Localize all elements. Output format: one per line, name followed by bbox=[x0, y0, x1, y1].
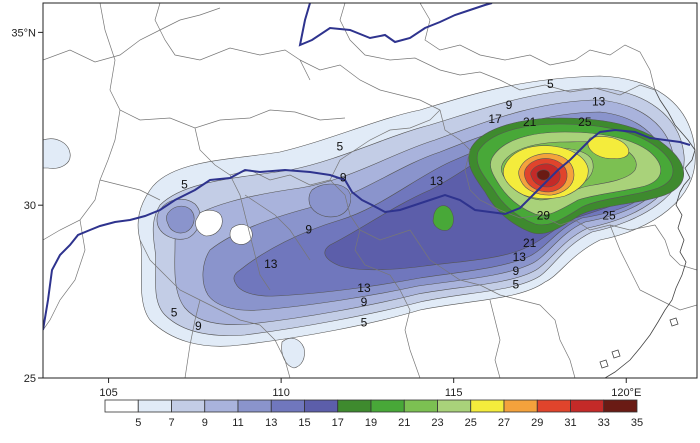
contour-label: 5 bbox=[336, 139, 343, 153]
contour-label: 29 bbox=[537, 209, 551, 223]
colorbar-label: 15 bbox=[298, 417, 310, 429]
colorbar-swatch bbox=[237, 399, 272, 413]
yellow-river bbox=[298, 3, 493, 47]
map-frame bbox=[42, 2, 698, 379]
contour-fill-layers bbox=[137, 75, 696, 347]
colorbar-label: 29 bbox=[531, 417, 543, 429]
colorbar-label: 17 bbox=[332, 417, 344, 429]
colorbar-swatch bbox=[204, 399, 239, 413]
contour-label: 21 bbox=[523, 236, 537, 250]
colorbar-label: 11 bbox=[232, 417, 243, 429]
contour-label: 9 bbox=[340, 171, 347, 185]
contour-band-central-11 bbox=[308, 183, 351, 218]
province-boundaries bbox=[43, 3, 697, 378]
contour-label: 5 bbox=[361, 316, 368, 330]
colorbar-swatch bbox=[137, 399, 172, 413]
contour-label: 5 bbox=[171, 305, 178, 319]
y-axis: 35°N 30 25 bbox=[11, 27, 43, 385]
contour-band-central-green bbox=[432, 205, 454, 231]
x-tick-label: 110 bbox=[272, 387, 290, 399]
colorbar-label: 19 bbox=[365, 417, 377, 429]
colorbar-label: 27 bbox=[498, 417, 510, 429]
colorbar-label: 35 bbox=[631, 417, 643, 429]
contour-label: 25 bbox=[578, 115, 592, 129]
map-body bbox=[43, 3, 697, 378]
colorbar-swatch bbox=[603, 399, 638, 413]
colorbar-swatch bbox=[337, 399, 372, 413]
colorbar-label: 23 bbox=[431, 417, 443, 429]
contour-band-31-east bbox=[587, 136, 630, 159]
edge-patch-west bbox=[43, 138, 71, 169]
colorbar-swatch bbox=[171, 399, 206, 413]
contour-label: 13 bbox=[592, 95, 606, 109]
contour-label: 13 bbox=[264, 257, 278, 271]
colorbar-label: 5 bbox=[135, 417, 141, 429]
contour-label: 25 bbox=[602, 209, 616, 223]
contour-label: 9 bbox=[195, 319, 202, 333]
y-tick-label: 35°N bbox=[11, 27, 36, 39]
uncovered-areas bbox=[195, 209, 253, 245]
x-axis: 105 110 115 120°E bbox=[99, 378, 641, 399]
colorbar-swatch bbox=[270, 399, 305, 413]
colorbar-swatch bbox=[536, 399, 571, 413]
contour-band-max bbox=[536, 169, 551, 181]
colorbar-label: 33 bbox=[598, 417, 610, 429]
colorbar-swatch bbox=[104, 399, 139, 413]
contour-label: 9 bbox=[506, 98, 513, 112]
colorbar-label: 9 bbox=[202, 417, 208, 429]
y-tick-label: 30 bbox=[24, 200, 36, 212]
contour-band-west-11 bbox=[166, 205, 195, 234]
contour-label: 21 bbox=[523, 115, 537, 129]
yangtze-river bbox=[43, 128, 691, 331]
major-rivers bbox=[43, 3, 691, 331]
colorbar-swatch bbox=[403, 399, 438, 413]
colorbar-label: 7 bbox=[168, 417, 174, 429]
contour-label: 5 bbox=[181, 177, 188, 191]
contour-label: 9 bbox=[361, 295, 368, 309]
colorbar-label: 13 bbox=[265, 417, 277, 429]
x-tick-label: 115 bbox=[445, 387, 463, 399]
colorbar-label: 25 bbox=[465, 417, 477, 429]
contour-label: 13 bbox=[357, 281, 371, 295]
contour-label: 9 bbox=[512, 264, 519, 278]
colorbar-label: 21 bbox=[398, 417, 410, 429]
colorbar-swatch bbox=[437, 399, 472, 413]
contour-label: 13 bbox=[430, 174, 444, 188]
colorbar-swatch bbox=[503, 399, 538, 413]
x-tick-label: 120°E bbox=[611, 387, 641, 399]
coastline bbox=[599, 89, 696, 378]
x-tick-label: 105 bbox=[99, 387, 117, 399]
colorbar-swatch bbox=[304, 399, 339, 413]
white-patch-1 bbox=[195, 209, 223, 237]
white-patch-2 bbox=[229, 224, 253, 245]
contour-label: 13 bbox=[513, 250, 527, 264]
contour-label: 5 bbox=[547, 77, 554, 91]
colorbar: 5 7 9 11 13 15 17 19 21 23 25 27 29 31 33 35 bbox=[104, 399, 643, 429]
colorbar-swatch bbox=[370, 399, 405, 413]
y-tick-label: 25 bbox=[24, 373, 36, 385]
edge-patch-south bbox=[281, 337, 305, 369]
contour-label: 5 bbox=[512, 278, 519, 292]
contour-label: 9 bbox=[305, 222, 312, 236]
contour-label: 17 bbox=[488, 112, 502, 126]
colorbar-swatch bbox=[470, 399, 505, 413]
colorbar-label: 31 bbox=[564, 417, 576, 429]
colorbar-swatch bbox=[570, 399, 605, 413]
